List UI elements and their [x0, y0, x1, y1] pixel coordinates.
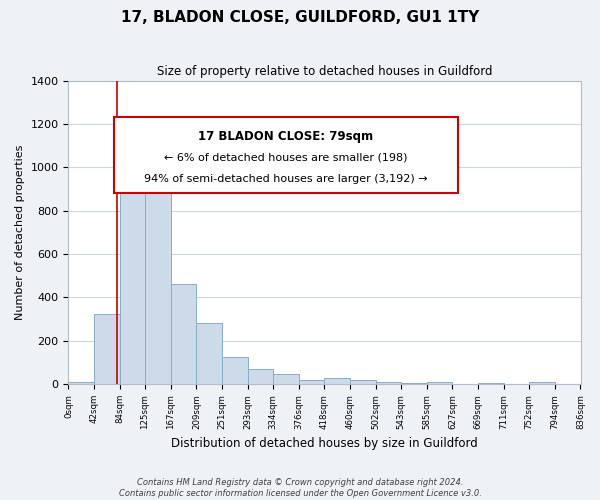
Bar: [529, 382, 555, 384]
Y-axis label: Number of detached properties: Number of detached properties: [15, 144, 25, 320]
Bar: [170, 284, 196, 384]
Bar: [94, 314, 120, 384]
Text: 17 BLADON CLOSE: 79sqm: 17 BLADON CLOSE: 79sqm: [199, 130, 374, 143]
Bar: [68, 382, 94, 384]
Bar: [325, 378, 350, 384]
Text: ← 6% of detached houses are smaller (198): ← 6% of detached houses are smaller (198…: [164, 152, 408, 162]
Bar: [299, 380, 325, 384]
Bar: [478, 383, 504, 384]
Text: 94% of semi-detached houses are larger (3,192) →: 94% of semi-detached houses are larger (…: [144, 174, 428, 184]
Bar: [248, 369, 273, 384]
Text: Contains HM Land Registry data © Crown copyright and database right 2024.
Contai: Contains HM Land Registry data © Crown c…: [119, 478, 481, 498]
Bar: [376, 382, 401, 384]
FancyBboxPatch shape: [115, 117, 458, 193]
Bar: [401, 383, 427, 384]
Bar: [196, 322, 222, 384]
Bar: [427, 382, 452, 384]
Bar: [120, 144, 145, 384]
Bar: [350, 380, 376, 384]
Title: Size of property relative to detached houses in Guildford: Size of property relative to detached ho…: [157, 65, 492, 78]
Text: 17, BLADON CLOSE, GUILDFORD, GU1 1TY: 17, BLADON CLOSE, GUILDFORD, GU1 1TY: [121, 10, 479, 25]
Bar: [145, 179, 170, 384]
Bar: [273, 374, 299, 384]
X-axis label: Distribution of detached houses by size in Guildford: Distribution of detached houses by size …: [171, 437, 478, 450]
Bar: [222, 357, 248, 384]
